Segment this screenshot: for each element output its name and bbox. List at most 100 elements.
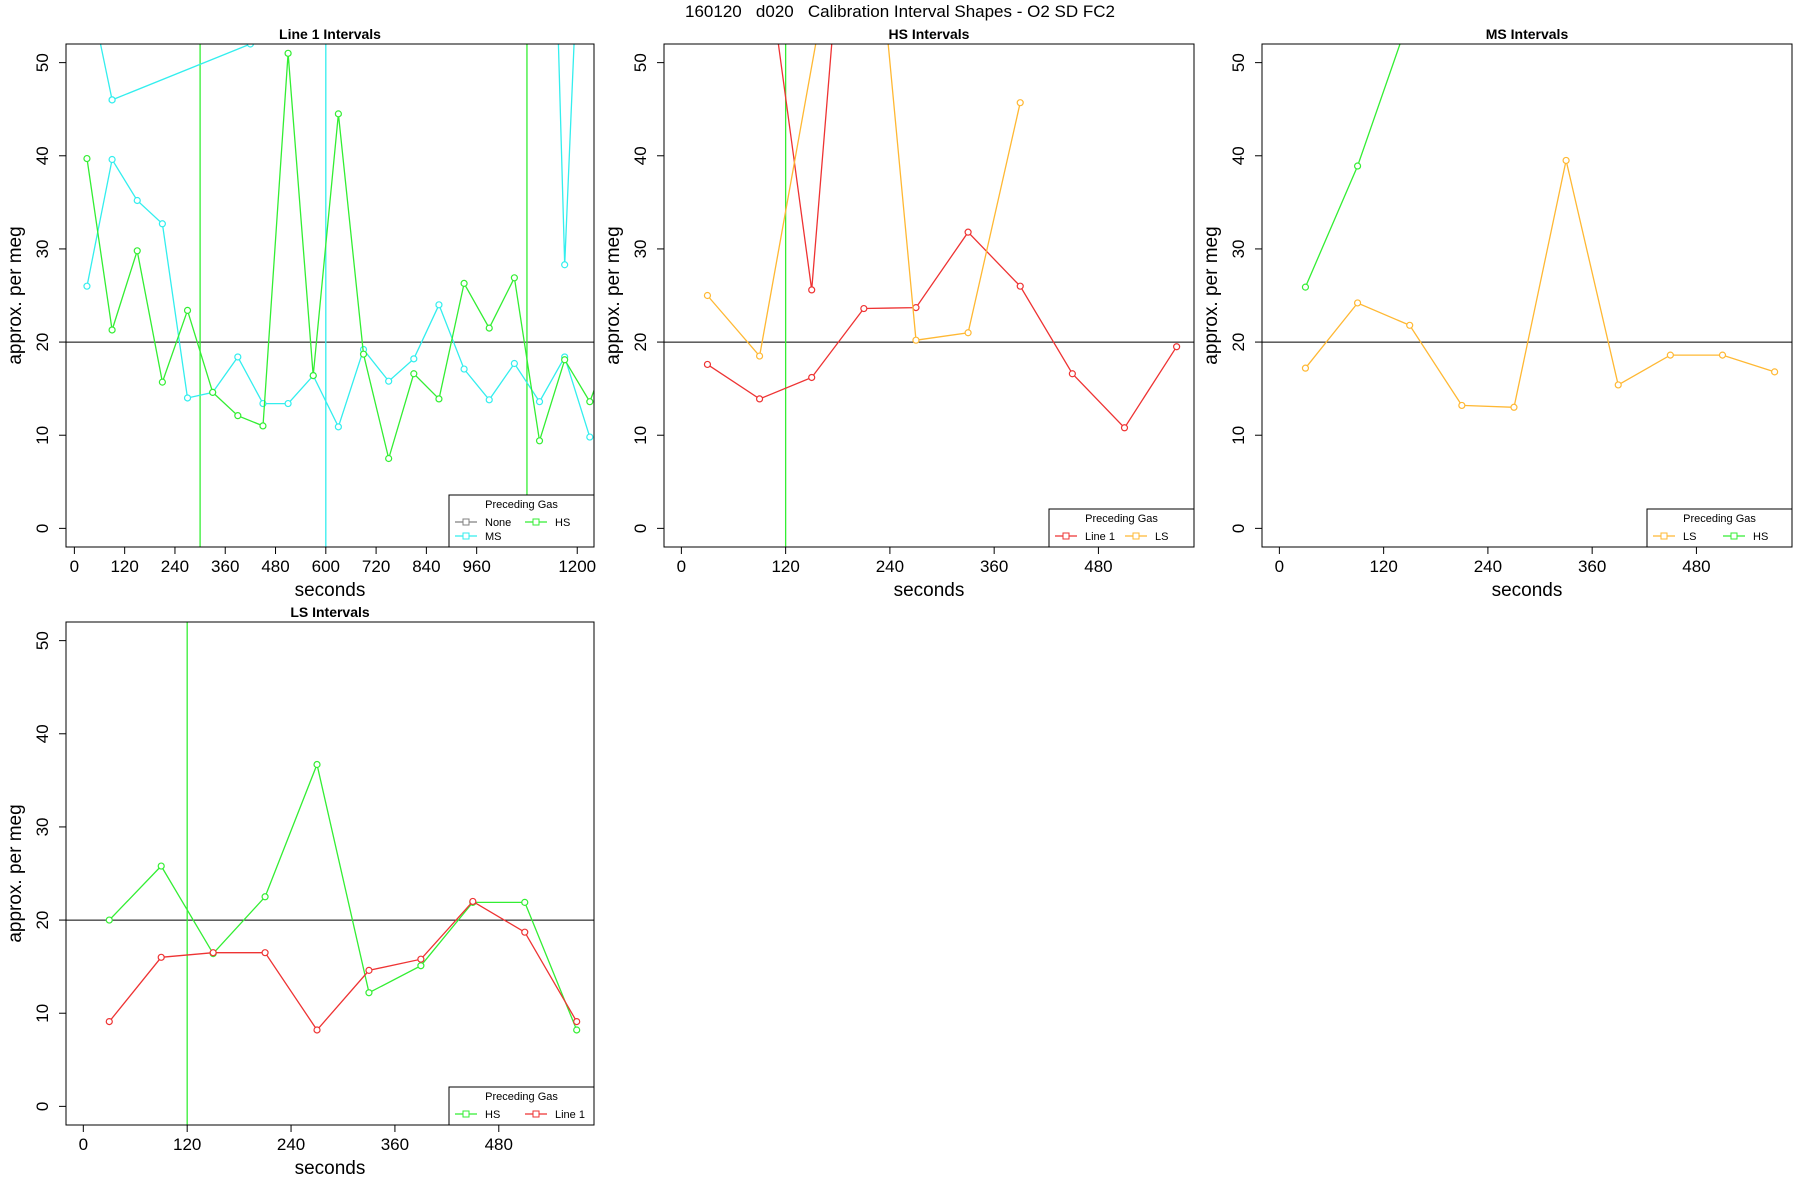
data-point [1120,424,1129,432]
series-line-hs [1304,44,1401,288]
legend-entry-ls: LS [1683,531,1696,543]
data-point [435,395,443,403]
plot-area [1262,44,1792,411]
data-point [133,247,141,255]
legend-swatch-marker [462,518,470,526]
data-point [1666,351,1674,359]
y-tick-label: 30 [631,239,650,258]
y-tick-label: 20 [1229,333,1248,352]
series-line-ls [887,44,1021,341]
x-tick-label: 360 [211,557,239,576]
data-point [755,352,764,360]
y-tick-label: 10 [631,426,650,445]
data-point [234,412,242,420]
y-tick-label: 0 [631,524,650,533]
legend: Preceding Gas LS HS [1646,508,1793,548]
x-axis-title: seconds [1492,580,1563,601]
data-point [157,953,165,961]
x-tick-label: 960 [462,557,490,576]
data-point [334,110,342,118]
data-point [1301,364,1310,372]
legend-swatch-marker [1132,532,1140,540]
data-point [309,372,317,380]
data-point [1406,321,1414,329]
data-point [808,373,816,382]
legend-title: Preceding Gas [1085,513,1158,525]
data-point [435,301,443,309]
legend-entry-hs: HS [555,517,570,529]
plot-area [664,44,1194,547]
data-point [1173,343,1181,351]
data-point [469,897,477,906]
data-point [561,261,569,269]
legend-swatch-marker [1062,532,1070,540]
data-point [586,433,594,441]
legend-entry-line-1: Line 1 [555,1109,585,1121]
data-point [385,454,393,463]
series-line-ms [111,44,251,101]
panel-2: MS Intervals 0 120 240 360 480 seconds 0 10 20 30 4… [1201,26,1793,601]
series-line-hs [108,762,578,1031]
figure-title-wrap: 160120 d020 Calibration Interval Shapes … [0,0,1800,25]
x-axis-title: seconds [295,1158,366,1179]
plot-frame [65,621,595,1126]
data-point [561,356,569,364]
x-tick-label: 360 [1578,557,1606,576]
y-tick-label: 20 [631,333,650,352]
plot-frame [1261,43,1793,548]
series-line-ms [99,44,113,101]
x-tick-label: 360 [381,1135,409,1154]
x-tick-label: 480 [1682,557,1710,576]
data-point [535,398,544,406]
data-point [510,359,518,368]
data-point [183,306,192,315]
legend: Preceding Gas Line 1 LS [1048,508,1195,548]
plot-area [66,622,594,1125]
y-tick-label: 10 [1229,426,1248,445]
data-point [703,291,712,300]
y-tick-label: 50 [33,53,52,72]
panel-3: LS Intervals 0 120 240 360 480 seconds 0 10 20 30 4… [5,604,595,1179]
data-point [417,962,425,970]
y-tick-label: 20 [33,911,52,930]
panel-title: Line 1 Intervals [279,26,381,42]
data-point [133,196,141,205]
data-point [209,388,217,396]
legend: Preceding Gas None HS MS [448,494,595,548]
legend-swatch-marker [462,1110,470,1118]
data-point [158,220,166,228]
y-axis-title: approx. per meg [603,226,624,364]
y-tick-label: 40 [1229,146,1248,165]
panel-title: MS Intervals [1486,26,1569,42]
data-point [1510,403,1518,411]
data-point [1016,282,1024,290]
data-point [313,760,321,769]
panel-title: HS Intervals [889,26,970,42]
y-tick-label: 0 [33,1102,52,1111]
x-tick-label: 480 [485,1135,513,1154]
legend-swatch-marker [1730,532,1738,540]
x-tick-label: 240 [161,557,189,576]
x-tick-label: 120 [1369,557,1397,576]
legend-box [1048,508,1195,548]
data-point [573,1018,581,1026]
legend-swatch-marker [532,1110,540,1118]
panel-title: LS Intervals [290,604,370,620]
data-point [912,304,920,312]
y-tick-label: 30 [33,239,52,258]
x-tick-label: 0 [677,557,686,576]
x-tick-label: 240 [1474,557,1502,576]
data-point [1353,162,1362,170]
legend: Preceding Gas HS Line 1 [448,1086,595,1126]
data-point [964,329,972,337]
x-tick-label: 0 [70,557,79,576]
x-tick-label: 0 [1275,557,1284,576]
y-tick-label: 50 [1229,53,1248,72]
legend-title: Preceding Gas [485,1091,558,1103]
x-tick-label: 120 [173,1135,201,1154]
data-point [261,949,269,957]
legend-title: Preceding Gas [1683,513,1756,525]
x-tick-label: 360 [980,557,1008,576]
legend-entry-ls: LS [1155,531,1168,543]
data-point [460,365,468,373]
